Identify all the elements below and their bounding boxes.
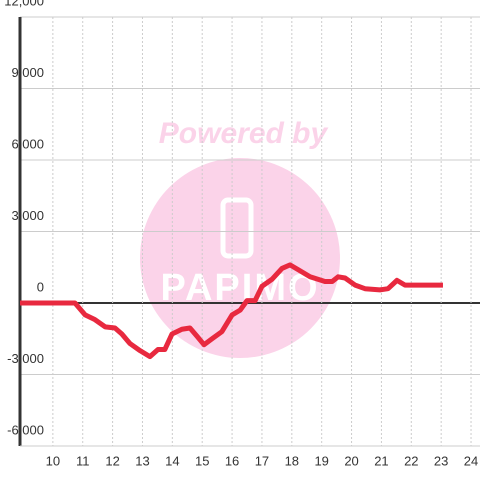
x-tick-label: 10 [46,453,60,468]
watermark-caption: Powered by [159,117,329,150]
y-tick-label: 9,000 [11,65,44,80]
x-tick-label: 12 [105,453,119,468]
y-tick-label: 12,000 [4,0,44,8]
y-tick-label: 0 [37,279,44,294]
watermark-icon [220,197,254,259]
x-tick-label: 23 [434,453,448,468]
x-tick-label: 21 [374,453,388,468]
x-tick-label: 15 [195,453,209,468]
y-tick-label: 3,000 [11,208,44,223]
x-tick-label: 22 [404,453,418,468]
x-tick-label: 13 [135,453,149,468]
line [20,262,443,360]
x-tick-label: 17 [255,453,269,468]
x-tick-label: 20 [344,453,358,468]
y-tick-label: -6,000 [7,422,44,437]
x-tick-label: 19 [314,453,328,468]
x-tick-label: 18 [285,453,299,468]
y-tick-label: 6,000 [11,136,44,151]
x-tick-label: 16 [225,453,239,468]
x-tick-label: 24 [464,453,478,468]
x-tick-label: 14 [165,453,179,468]
x-tick-label: 11 [76,453,90,468]
y-tick-label: -3,000 [7,351,44,366]
